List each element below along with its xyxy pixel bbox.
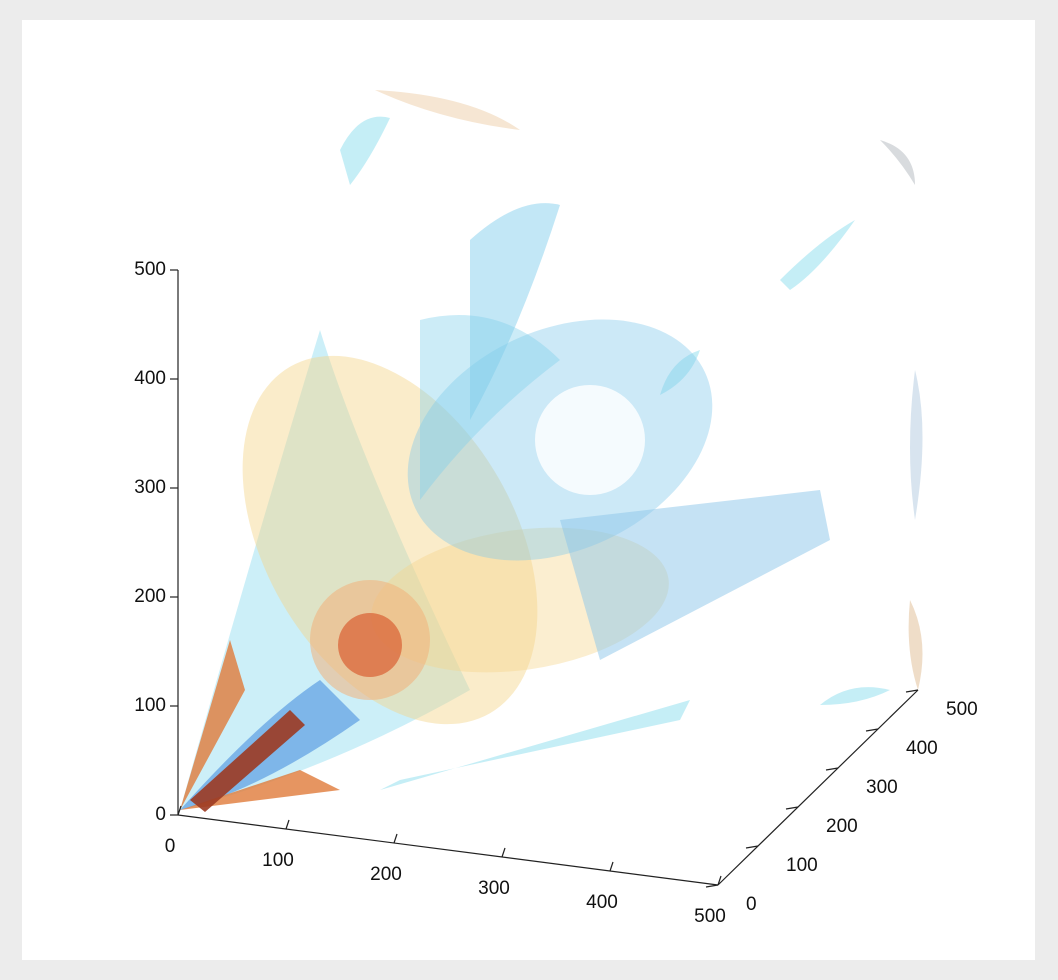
chart: 0 100 200 300 400 500 0 100 200 300 400 500 0 100 200 3… — [0, 0, 1058, 980]
z-tick-label: 100 — [134, 695, 166, 716]
z-tick-label: 500 — [134, 259, 166, 280]
y-tick-label: 100 — [786, 855, 818, 876]
z-tick-label: 400 — [134, 368, 166, 389]
y-tick-label: 500 — [946, 699, 978, 720]
y-tick-label: 0 — [746, 894, 757, 915]
isosurface — [535, 385, 645, 495]
page: 0 100 200 300 400 500 0 100 200 300 400 500 0 100 200 3… — [0, 0, 1058, 980]
z-tick-label: 0 — [155, 804, 166, 825]
y-tick-label: 300 — [866, 777, 898, 798]
y-tick-label: 200 — [826, 816, 858, 837]
x-tick-label: 100 — [262, 850, 294, 871]
x-tick-label: 0 — [165, 836, 176, 857]
x-tick-label: 500 — [694, 906, 726, 927]
y-tick-label: 400 — [906, 738, 938, 759]
z-tick-label: 300 — [134, 477, 166, 498]
x-tick-label: 200 — [370, 864, 402, 885]
isosurface — [338, 613, 402, 677]
x-tick-label: 400 — [586, 892, 618, 913]
x-tick-label: 300 — [478, 878, 510, 899]
z-tick-label: 200 — [134, 586, 166, 607]
